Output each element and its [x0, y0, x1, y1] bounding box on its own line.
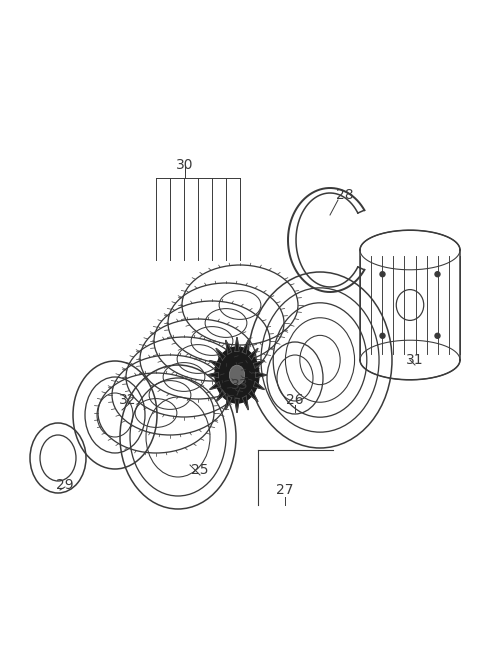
Text: 30: 30	[176, 158, 194, 172]
Polygon shape	[249, 348, 258, 360]
Polygon shape	[255, 372, 267, 378]
Polygon shape	[226, 340, 232, 354]
Text: 27: 27	[276, 483, 294, 497]
Polygon shape	[216, 348, 226, 360]
Text: 31: 31	[406, 353, 424, 367]
Polygon shape	[235, 399, 239, 413]
Polygon shape	[207, 372, 218, 378]
Polygon shape	[226, 396, 232, 410]
Polygon shape	[242, 396, 248, 410]
Text: 26: 26	[286, 393, 304, 407]
Circle shape	[435, 272, 440, 277]
Circle shape	[435, 333, 440, 338]
Text: 33: 33	[231, 378, 249, 392]
Polygon shape	[210, 361, 221, 369]
Text: 25: 25	[191, 463, 209, 477]
Polygon shape	[235, 337, 239, 352]
Text: 29: 29	[56, 478, 74, 492]
Polygon shape	[249, 390, 258, 401]
Polygon shape	[210, 381, 221, 390]
Text: 32: 32	[119, 393, 137, 407]
Circle shape	[380, 272, 385, 277]
Text: 28: 28	[336, 188, 354, 202]
Polygon shape	[215, 347, 259, 403]
Polygon shape	[253, 361, 264, 369]
Circle shape	[380, 333, 385, 338]
Ellipse shape	[229, 365, 245, 385]
Polygon shape	[216, 390, 226, 401]
Polygon shape	[242, 340, 248, 354]
Polygon shape	[253, 381, 264, 390]
